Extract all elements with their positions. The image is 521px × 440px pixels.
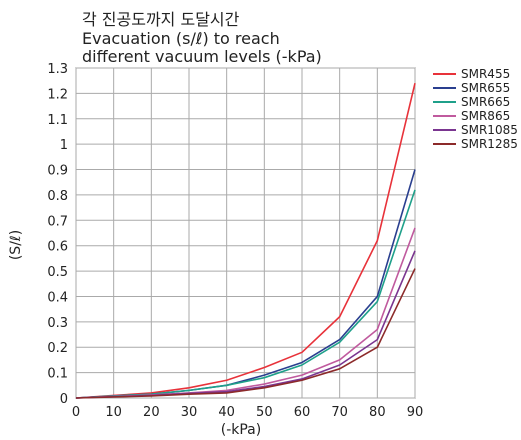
y-tick-label: 1 — [60, 138, 68, 153]
x-tick-label: 20 — [143, 405, 160, 420]
legend-label: SMR655 — [461, 81, 510, 95]
y-tick-label: 0.1 — [47, 367, 68, 382]
y-tick-label: 0.7 — [47, 214, 68, 229]
y-tick-label: 0.5 — [47, 265, 68, 280]
series-line-smr1285 — [75, 268, 416, 399]
y-tick-label: 1.3 — [47, 62, 68, 77]
series-line-smr665 — [75, 189, 416, 399]
x-tick-label: 60 — [294, 405, 311, 420]
grid-lines — [75, 67, 416, 399]
y-axis-label: (S/ℓ) — [8, 230, 24, 260]
y-tick-label: 0.3 — [47, 316, 68, 331]
x-tick-label: 40 — [218, 405, 235, 420]
y-tick-label: 0 — [60, 392, 68, 407]
chart-title-line-1: 각 진공도까지 도달시간 — [82, 10, 240, 29]
tick-labels: 0 10 20 30 40 50 60 70 80 90 0 0.1 0.2 0.3 0.4 0.5 0.6 0.… — [47, 62, 423, 420]
x-axis-label: (-kPa) — [221, 422, 261, 438]
y-tick-label: 1.2 — [47, 87, 68, 102]
legend-label: SMR1285 — [461, 137, 518, 151]
series-line-smr455 — [75, 83, 416, 399]
legend-label: SMR865 — [461, 109, 510, 123]
y-tick-label: 0.8 — [47, 189, 68, 204]
legend-label: SMR455 — [461, 67, 510, 81]
legend-label: SMR1085 — [461, 123, 518, 137]
x-tick-label: 70 — [331, 405, 348, 420]
y-tick-label: 0.2 — [47, 341, 68, 356]
series-lines — [75, 83, 416, 399]
x-tick-label: 50 — [256, 405, 273, 420]
x-tick-label: 0 — [72, 405, 80, 420]
series-line-smr1085 — [75, 250, 416, 399]
x-tick-label: 10 — [105, 405, 122, 420]
y-tick-label: 0.4 — [47, 290, 68, 305]
x-tick-label: 30 — [181, 405, 198, 420]
y-tick-label: 0.9 — [47, 164, 68, 179]
x-tick-label: 90 — [407, 405, 424, 420]
y-tick-label: 0.6 — [47, 240, 68, 255]
y-tick-label: 1.1 — [47, 113, 68, 128]
chart-title-line-3: different vacuum levels (-kPa) — [82, 47, 322, 66]
series-line-smr655 — [75, 169, 416, 399]
legend-label: SMR665 — [461, 95, 510, 109]
x-tick-label: 80 — [369, 405, 386, 420]
chart-title-line-2: Evacuation (s/ℓ) to reach — [82, 29, 280, 48]
